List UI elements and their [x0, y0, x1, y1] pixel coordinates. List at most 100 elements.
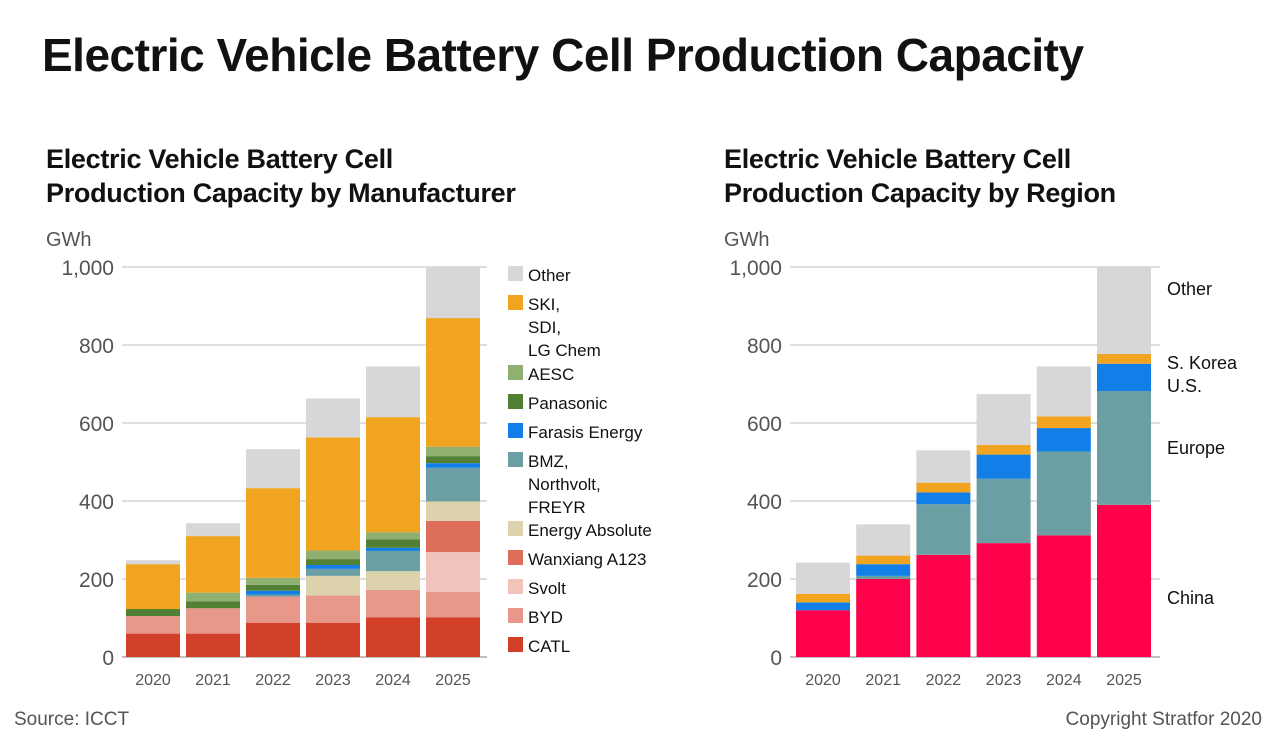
manufacturer-bar-segment: [426, 467, 480, 502]
manufacturer-legend-label: Wanxiang A123: [528, 550, 646, 569]
region-x-tick-label: 2024: [1046, 672, 1082, 689]
manufacturer-legend-label: Other: [528, 266, 571, 285]
manufacturer-bar-segment: [306, 622, 360, 657]
region-bar-segment: [976, 478, 1031, 544]
region-x-tick-label: 2023: [986, 672, 1022, 689]
region-bar-segment: [916, 450, 971, 483]
region-y-axis-label: GWh: [724, 229, 770, 251]
manufacturer-chart-title-line-1: Electric Vehicle Battery Cell: [46, 144, 393, 174]
manufacturer-chart-title-line-2: Production Capacity by Manufacturer: [46, 178, 516, 208]
region-bar-segment: [796, 602, 850, 611]
manufacturer-legend-swatch: [508, 452, 523, 467]
manufacturer-legend-swatch: [508, 608, 523, 623]
region-bar-segment: [1097, 363, 1151, 392]
manufacturer-x-tick-label: 2022: [255, 672, 291, 689]
manufacturer-legend-label: SDI,: [528, 318, 561, 337]
manufacturer-bar-segment: [426, 463, 480, 468]
manufacturer-bar-segment: [126, 616, 180, 634]
manufacturer-bar-segment: [246, 584, 300, 591]
manufacturer-bar-segment: [366, 417, 420, 533]
manufacturer-bar-segment: [246, 594, 300, 597]
manufacturer-y-tick-label: 400: [79, 491, 114, 514]
region-bar-segment: [1036, 451, 1091, 536]
manufacturer-bar-segment: [426, 456, 480, 464]
manufacturer-legend-swatch: [508, 394, 523, 409]
manufacturer-legend-label: BYD: [528, 608, 563, 627]
manufacturer-legend-label: CATL: [528, 637, 570, 656]
region-bar-segment: [976, 454, 1031, 479]
manufacturer-bar-segment: [366, 589, 420, 618]
source-note: Source: ICCT: [14, 709, 130, 730]
region-bar-segment: [856, 524, 911, 556]
manufacturer-bar-segment: [126, 564, 180, 610]
region-bar-segment: [1097, 266, 1151, 354]
manufacturer-bar-segment: [426, 617, 480, 657]
region-bar-segment: [916, 492, 971, 505]
manufacturer-bar-segment: [126, 633, 180, 657]
manufacturer-x-tick-label: 2021: [195, 672, 231, 689]
manufacturer-bar-segment: [186, 601, 240, 609]
manufacturer-bar-segment: [246, 590, 300, 595]
manufacturer-bar-segment: [306, 437, 360, 551]
manufacturer-bar-segment: [426, 266, 480, 319]
region-y-tick-label: 200: [747, 569, 782, 592]
manufacturer-bar-segment: [426, 520, 480, 553]
manufacturer-bar-segment: [366, 547, 420, 551]
manufacturer-legend-swatch: [508, 579, 523, 594]
region-bar-segment: [976, 394, 1031, 445]
region-series-label: Other: [1167, 279, 1212, 299]
region-x-tick-label: 2021: [865, 672, 901, 689]
main-title: Electric Vehicle Battery Cell Production…: [42, 29, 1084, 81]
region-series-label: U.S.: [1167, 376, 1202, 396]
region-bar-segment: [1036, 428, 1091, 452]
region-x-tick-label: 2025: [1106, 672, 1142, 689]
manufacturer-legend-swatch: [508, 423, 523, 438]
region-bar-segment: [916, 482, 971, 493]
manufacturer-bar-segment: [306, 550, 360, 560]
manufacturer-bar-segment: [366, 532, 420, 540]
region-y-tick-label: 800: [747, 335, 782, 358]
manufacturer-y-tick-label: 1,000: [61, 257, 114, 280]
manufacturer-legend-swatch: [508, 266, 523, 281]
manufacturer-bar-segment: [186, 523, 240, 537]
region-x-tick-label: 2022: [926, 672, 962, 689]
region-bar-segment: [796, 562, 850, 594]
region-bar-segment: [1036, 366, 1091, 417]
manufacturer-x-tick-label: 2025: [435, 672, 471, 689]
manufacturer-x-tick-label: 2024: [375, 672, 411, 689]
region-series-label: Europe: [1167, 438, 1225, 458]
manufacturer-bar-segment: [306, 568, 360, 576]
manufacturer-bar-segment: [306, 398, 360, 438]
region-bar-segment: [856, 579, 911, 657]
region-bar-segment: [916, 554, 971, 657]
manufacturer-bar-segment: [186, 633, 240, 657]
region-bar-segment: [796, 593, 850, 603]
manufacturer-bar-segment: [426, 318, 480, 447]
manufacturer-legend-swatch: [508, 637, 523, 652]
region-series-label: S. Korea: [1167, 353, 1238, 373]
manufacturer-bar-segment: [426, 446, 480, 457]
manufacturer-y-tick-label: 800: [79, 335, 114, 358]
manufacturer-bar-segment: [246, 622, 300, 657]
manufacturer-bar-segment: [366, 366, 420, 418]
manufacturer-bar-segment: [306, 575, 360, 596]
region-chart-title-line-1: Electric Vehicle Battery Cell: [724, 144, 1071, 174]
manufacturer-legend-label: Panasonic: [528, 394, 608, 413]
region-chart-title: Electric Vehicle Battery Cell Production…: [724, 142, 1116, 210]
manufacturer-bar-segment: [246, 488, 300, 578]
region-bar-segment: [796, 610, 850, 657]
manufacturer-legend-swatch: [508, 295, 523, 310]
manufacturer-bar-segment: [246, 449, 300, 489]
region-bar-segment: [976, 444, 1031, 455]
manufacturer-legend-swatch: [508, 365, 523, 380]
manufacturer-bar-segment: [306, 595, 360, 623]
region-chart-title-line-2: Production Capacity by Region: [724, 178, 1116, 208]
manufacturer-bar-segment: [186, 536, 240, 593]
manufacturer-bar-segment: [426, 591, 480, 618]
manufacturer-bar-segment: [426, 552, 480, 592]
region-bar-segment: [1097, 391, 1151, 505]
region-bar-segment: [976, 543, 1031, 657]
region-bar-segment: [856, 555, 911, 565]
manufacturer-bar-segment: [366, 539, 420, 548]
manufacturer-y-tick-label: 0: [102, 647, 114, 670]
